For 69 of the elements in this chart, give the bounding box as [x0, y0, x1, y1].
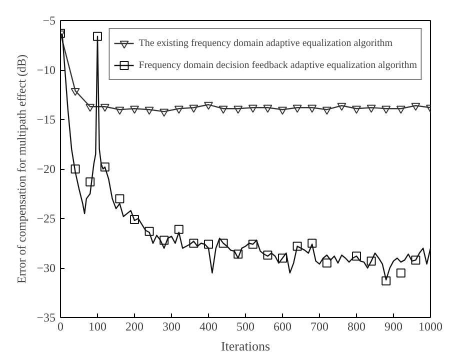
x-axis-title: Iterations [220, 338, 270, 354]
point [322, 106, 332, 115]
x-tick-label: 700 [310, 320, 328, 334]
point [396, 106, 406, 114]
point [70, 164, 80, 174]
point [248, 104, 258, 113]
point [382, 106, 391, 114]
point [115, 194, 124, 204]
y-tick-label: −30 [36, 261, 56, 275]
x-tick-label: 900 [384, 320, 402, 334]
point [115, 106, 124, 115]
point [160, 236, 169, 245]
y-tick-label: −5 [42, 14, 56, 28]
point [278, 254, 287, 263]
point [234, 250, 243, 259]
point [366, 104, 376, 113]
point [292, 104, 302, 113]
point [189, 238, 198, 248]
point [278, 106, 287, 115]
point [308, 104, 317, 113]
point [86, 104, 95, 112]
x-tick-label: 400 [200, 320, 218, 334]
legend-label: Frequency domain decision feedback adaptive equalization algorithm [138, 59, 417, 71]
x-tick-label: 100 [88, 320, 106, 334]
point [263, 104, 272, 113]
x-tick-label: 300 [162, 320, 180, 334]
y-tick-label: −35 [36, 310, 56, 324]
x-tick-label: 600 [274, 320, 292, 334]
point [218, 238, 228, 248]
point [160, 108, 169, 117]
point [70, 88, 80, 96]
point [130, 214, 139, 224]
point [263, 250, 272, 260]
y-tick-label: −10 [36, 63, 56, 77]
point [86, 177, 95, 186]
point [396, 268, 406, 278]
point [411, 256, 420, 265]
point [204, 240, 213, 249]
x-tick-label: 800 [348, 320, 366, 334]
x-tick-label: 200 [126, 320, 144, 334]
y-tick-label: −25 [36, 212, 56, 226]
point [144, 226, 154, 236]
point [382, 276, 391, 286]
x-tick-label: 0 [58, 320, 64, 334]
point [308, 238, 317, 248]
y-tick-label: −20 [36, 162, 56, 176]
point [411, 102, 420, 111]
point [100, 104, 110, 112]
point [234, 106, 243, 114]
point [352, 106, 361, 114]
point [204, 102, 213, 110]
point [292, 242, 302, 251]
point [218, 106, 228, 114]
x-tick-label: 1000 [418, 320, 442, 334]
point [322, 258, 332, 268]
point [144, 106, 154, 115]
point [189, 104, 198, 113]
point [337, 102, 346, 111]
y-axis-title: Error of compensation for multipath effect (dB) [14, 54, 29, 284]
y-tick-label: −15 [36, 112, 56, 126]
point [248, 240, 258, 249]
point [366, 256, 376, 266]
point [174, 106, 184, 114]
point [352, 252, 361, 261]
point [100, 162, 110, 172]
legend-label: The existing frequency domain adaptive equalization algorithm [138, 37, 393, 49]
point [130, 106, 139, 114]
x-tick-label: 500 [236, 320, 254, 334]
point [174, 224, 184, 234]
